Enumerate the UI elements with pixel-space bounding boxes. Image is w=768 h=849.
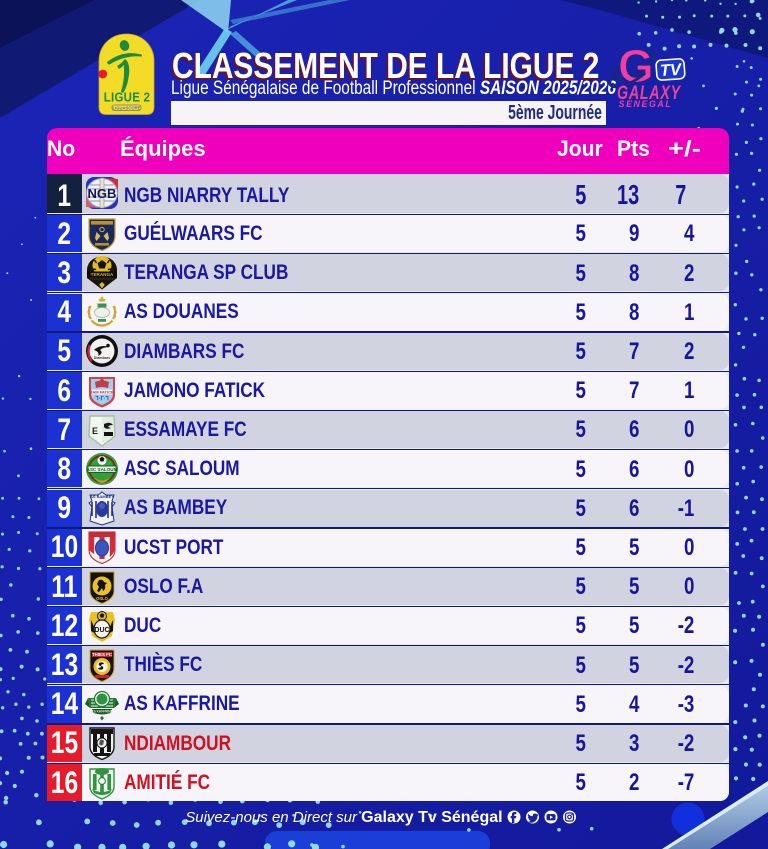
svg-text:TV: TV [659,61,683,81]
svg-text:GALAXY: GALAXY [617,82,682,103]
svg-text:SENEGAL: SENEGAL [619,99,673,109]
svg-text:AS KAFFRINE: AS KAFFRINE [91,709,112,713]
svg-text:NGB: NGB [88,186,117,201]
svg-text:DUC: DUC [94,627,109,634]
svg-text:Diambars: Diambars [94,356,110,360]
svg-text:E: E [92,426,98,436]
svg-text:THIES FC: THIES FC [92,652,113,657]
svg-text:OSLO: OSLO [96,596,109,601]
svg-text:LIGUE 2: LIGUE 2 [104,90,151,105]
svg-text:ASC SALOUM: ASC SALOUM [87,467,118,472]
svg-text:GALAXY: GALAXY [619,84,684,105]
svg-text:ᒣ·ᒥ·ᒣ: ᒣ·ᒥ·ᒣ [95,395,109,402]
svg-text:JAM FATICK: JAM FATICK [90,389,114,394]
svg-text:TERANGA: TERANGA [91,272,114,277]
svg-text:LIGUASCORE: LIGUASCORE [113,105,141,110]
svg-text:AS BAMBEY: AS BAMBEY [90,494,114,499]
svg-text:G: G [618,40,654,92]
